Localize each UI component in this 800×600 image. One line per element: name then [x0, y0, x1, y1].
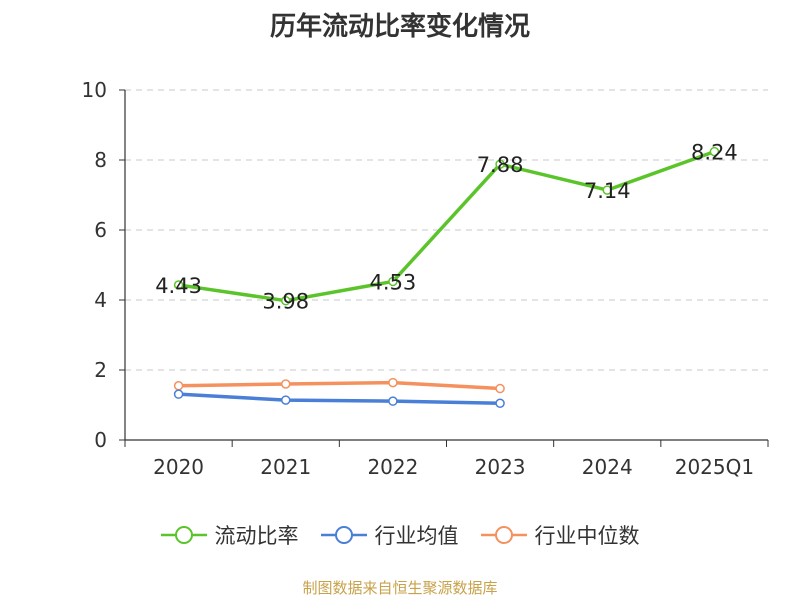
series-line-1 — [176, 392, 502, 405]
data-point-s0-2022 — [388, 276, 398, 287]
x-tick-label-2022: 2022 — [367, 455, 418, 479]
data-point-s2-2022 — [388, 377, 398, 388]
x-tick-label-2023: 2023 — [475, 455, 526, 479]
legend-label-current-ratio: 流动比率 — [214, 524, 299, 548]
data-point-s0-2023 — [495, 159, 505, 169]
data-point-s0-2025Q1 — [709, 146, 720, 157]
legend-item-industry-median[interactable]: 行业中位数 — [480, 520, 640, 550]
data-point-s2-2021 — [281, 379, 291, 389]
y-tick-label-2: 4 — [94, 288, 107, 312]
legend-marker-industry-median — [480, 526, 527, 544]
x-tick-label-2024: 2024 — [582, 455, 633, 479]
data-source-note: 制图数据来自恒生聚源数据库 — [302, 579, 498, 597]
y-tick-label-4: 8 — [94, 148, 107, 172]
y-tick-label-3: 6 — [94, 218, 107, 242]
data-point-s0-2020 — [173, 280, 184, 290]
legend-marker-industry-mean — [320, 526, 367, 544]
data-label-2024: 7.14 — [584, 179, 631, 203]
data-point-s0-2024 — [602, 185, 612, 195]
legend-label-industry-median: 行业中位数 — [534, 524, 640, 548]
data-point-s1-2023 — [495, 398, 505, 408]
data-label-2022: 4.53 — [370, 270, 417, 294]
legend-item-industry-mean[interactable]: 行业均值 — [320, 520, 459, 550]
data-point-s2-2020 — [173, 381, 184, 391]
chart-legend: 流动比率 行业均值 行业中位数 — [0, 520, 800, 550]
legend-item-current-ratio[interactable]: 流动比率 — [160, 520, 299, 550]
data-label-2023: 7.88 — [477, 153, 524, 177]
data-point-s1-2021 — [281, 395, 291, 405]
data-point-s0-2021 — [281, 295, 291, 306]
data-label-2025Q1: 8.24 — [691, 141, 738, 165]
legend-marker-current-ratio — [160, 526, 207, 544]
data-label-2021: 3.98 — [262, 290, 309, 314]
y-tick-label-0: 0 — [94, 428, 107, 452]
data-point-s2-2023 — [495, 383, 505, 394]
data-label-2020: 4.43 — [155, 274, 202, 298]
data-point-s1-2022 — [388, 396, 398, 406]
x-tick-label-2020: 2020 — [153, 455, 204, 479]
y-tick-label-1: 2 — [94, 358, 107, 382]
y-tick-label-5: 10 — [82, 78, 107, 102]
series-line-0 — [176, 149, 717, 303]
legend-label-industry-mean: 行业均值 — [374, 524, 459, 548]
data-point-s1-2020 — [173, 389, 184, 399]
x-tick-label-2021: 2021 — [260, 455, 311, 479]
x-tick-label-2025Q1: 2025Q1 — [675, 455, 754, 479]
series-line-2 — [176, 380, 502, 391]
chart-title: 历年流动比率变化情况 — [269, 12, 530, 42]
